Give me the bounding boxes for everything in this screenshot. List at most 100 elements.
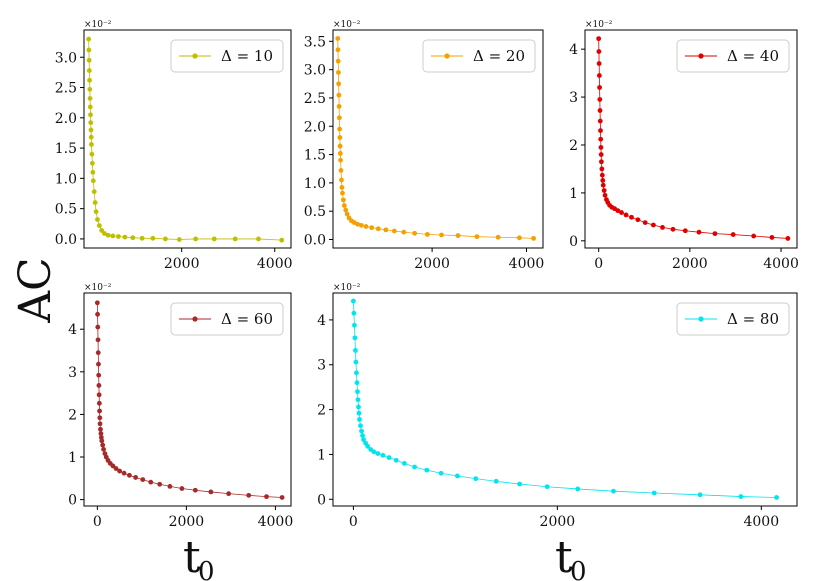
data-point xyxy=(98,431,104,436)
x-axis-label-left-main: t xyxy=(183,532,201,581)
y-tick-label: 0 xyxy=(317,492,326,508)
data-point xyxy=(97,408,102,414)
data-point xyxy=(697,492,703,498)
data-point xyxy=(87,77,92,83)
data-point xyxy=(335,58,341,64)
y-tick-label: 1.0 xyxy=(304,176,326,192)
data-point xyxy=(602,192,608,198)
y-tick-label: 3 xyxy=(569,90,578,106)
data-point xyxy=(350,298,356,304)
data-point xyxy=(371,449,377,455)
data-point xyxy=(599,172,605,178)
data-point xyxy=(597,118,603,124)
data-point xyxy=(140,477,146,482)
legend: Δ = 80 xyxy=(676,302,790,336)
data-point xyxy=(336,70,341,75)
data-point xyxy=(474,234,480,240)
data-point xyxy=(87,86,93,92)
data-point xyxy=(226,491,232,497)
data-point xyxy=(89,151,95,157)
data-point xyxy=(356,410,362,416)
data-point xyxy=(208,489,214,495)
x-tick-label: 2000 xyxy=(540,514,576,530)
y-axis-label: AC xyxy=(10,257,61,323)
data-point xyxy=(361,437,366,443)
data-point xyxy=(738,494,744,499)
y-tick-label: 0.5 xyxy=(304,204,326,220)
data-point xyxy=(358,423,363,429)
data-point xyxy=(601,188,607,193)
data-point xyxy=(130,235,136,241)
data-point xyxy=(100,442,106,448)
data-point xyxy=(89,142,94,147)
data-point xyxy=(96,392,102,398)
x-tick-label: 4000 xyxy=(258,514,294,530)
data-point xyxy=(596,61,602,66)
data-point xyxy=(101,446,106,452)
data-point xyxy=(93,209,99,215)
x-tick-label: 4000 xyxy=(743,514,779,530)
data-point xyxy=(340,197,346,203)
data-point xyxy=(660,224,665,230)
data-point xyxy=(337,135,343,140)
data-point xyxy=(599,159,604,165)
data-point xyxy=(336,92,342,98)
data-point xyxy=(600,182,606,188)
data-point xyxy=(650,222,656,228)
y-tick-label: 4 xyxy=(569,42,578,58)
y-tick-label: 4 xyxy=(68,322,77,338)
y-tick-label: 2.5 xyxy=(55,81,77,97)
data-point xyxy=(157,481,163,487)
data-point xyxy=(596,36,602,42)
data-point xyxy=(116,234,121,239)
data-point xyxy=(412,230,418,236)
data-point xyxy=(279,495,285,500)
y-tick-label: 0.0 xyxy=(304,233,326,249)
data-point xyxy=(439,232,444,238)
data-point xyxy=(97,421,103,427)
legend-marker xyxy=(698,53,704,59)
data-point xyxy=(176,237,182,242)
data-point xyxy=(355,221,360,227)
data-point xyxy=(353,347,358,353)
data-point xyxy=(774,495,780,500)
legend-label: Δ = 10 xyxy=(221,47,273,65)
data-point xyxy=(600,178,606,183)
axes-frame xyxy=(83,29,292,249)
data-point xyxy=(102,231,107,236)
data-point xyxy=(99,228,105,233)
y-tick-label: 3.5 xyxy=(304,34,326,50)
legend-label: Δ = 20 xyxy=(473,47,525,65)
data-point xyxy=(121,470,127,476)
legend-box xyxy=(170,302,284,336)
panel-delta-60: ×10⁻² 0 1 2 3 4 0 2000 4000 Δ = 60 xyxy=(68,283,293,530)
y-tick-label: 2.5 xyxy=(304,91,326,107)
data-point xyxy=(110,233,116,239)
data-point xyxy=(598,152,604,157)
x-axis-label-right: t 0 xyxy=(555,532,587,581)
data-point xyxy=(232,236,238,242)
legend: Δ = 60 xyxy=(170,302,284,336)
data-point xyxy=(105,232,111,238)
data-point xyxy=(365,443,371,449)
data-point xyxy=(751,233,757,239)
data-point xyxy=(86,47,92,53)
data-point xyxy=(696,229,702,235)
data-point xyxy=(86,68,92,73)
axis-multiplier-label: ×10⁻² xyxy=(585,20,613,30)
legend-box xyxy=(170,39,284,73)
x-tick-label: 0 xyxy=(594,256,603,272)
legend-box xyxy=(676,39,790,73)
data-point xyxy=(375,451,381,456)
data-point xyxy=(438,470,444,476)
data-point xyxy=(96,400,102,406)
data-point xyxy=(352,335,358,341)
data-point xyxy=(383,227,389,233)
data-point xyxy=(336,81,342,87)
data-point xyxy=(96,372,102,378)
y-tick-label: 2 xyxy=(569,138,578,154)
data-point xyxy=(90,178,96,184)
y-tick-label: 1 xyxy=(68,450,77,466)
x-axis-label-right-sub: 0 xyxy=(570,557,587,581)
data-point xyxy=(363,224,369,229)
